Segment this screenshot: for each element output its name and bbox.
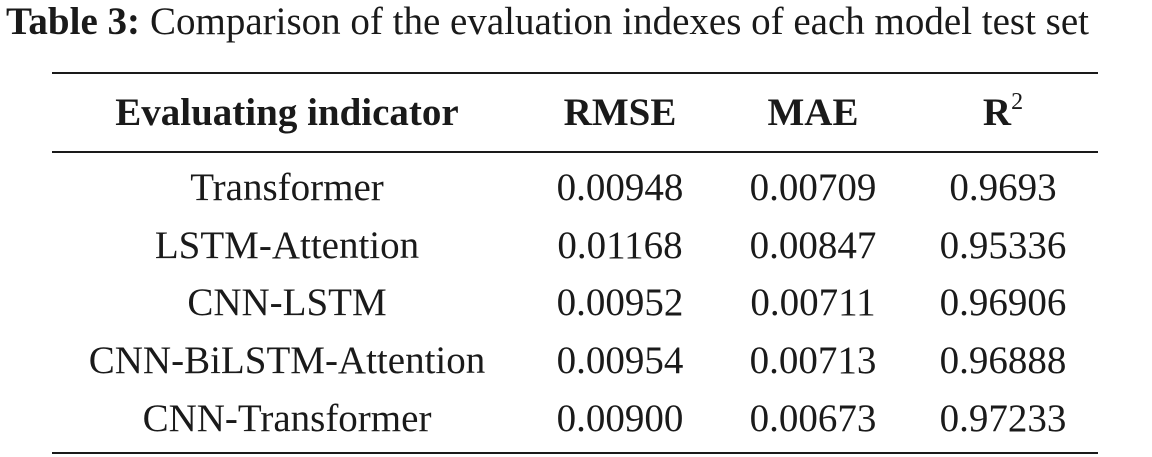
cell-rmse: 0.00952 bbox=[556, 281, 684, 325]
table-caption: Table 3: Comparison of the evaluation ind… bbox=[6, 0, 1152, 44]
cell-mae: 0.00847 bbox=[749, 223, 877, 267]
cell-model: CNN-LSTM bbox=[187, 281, 387, 325]
table-top-rule bbox=[52, 72, 1098, 74]
cell-rmse: 0.01168 bbox=[557, 223, 683, 267]
cell-rmse: 0.00900 bbox=[556, 396, 684, 440]
header-r2-base: R bbox=[982, 91, 1012, 134]
cell-r2: 0.97233 bbox=[939, 396, 1067, 440]
cell-rmse: 0.00954 bbox=[556, 339, 684, 383]
cell-model: Transformer bbox=[190, 166, 384, 210]
table-caption-text: Comparison of the evaluation indexes of … bbox=[150, 0, 1090, 43]
table-bottom-rule bbox=[52, 452, 1098, 454]
cell-mae: 0.00709 bbox=[749, 166, 877, 210]
cell-mae: 0.00673 bbox=[749, 396, 877, 440]
header-r2: R2 bbox=[908, 74, 1098, 151]
header-r2-superscript: 2 bbox=[1011, 89, 1024, 115]
cell-model: LSTM-Attention bbox=[154, 223, 420, 267]
cell-r2: 0.96888 bbox=[939, 339, 1067, 383]
cell-rmse: 0.00948 bbox=[556, 166, 684, 210]
table-header-rule bbox=[52, 151, 1098, 153]
cell-mae: 0.00711 bbox=[750, 281, 876, 325]
table-row: CNN-Transformer 0.00900 0.00673 0.97233 bbox=[52, 389, 1098, 447]
results-table: Evaluating indicator RMSE MAE R2 Transfo… bbox=[52, 74, 1098, 447]
cell-model: CNN-Transformer bbox=[142, 396, 432, 440]
table-row: CNN-BiLSTM-Attention 0.00954 0.00713 0.9… bbox=[52, 332, 1098, 390]
table-caption-label: Table 3: bbox=[6, 0, 141, 43]
header-rmse: RMSE bbox=[563, 91, 677, 134]
cell-r2: 0.95336 bbox=[939, 223, 1067, 267]
cell-r2: 0.96906 bbox=[939, 281, 1067, 325]
table-row: CNN-LSTM 0.00952 0.00711 0.96906 bbox=[52, 274, 1098, 332]
cell-mae: 0.00713 bbox=[749, 339, 877, 383]
table-row: LSTM-Attention 0.01168 0.00847 0.95336 bbox=[52, 217, 1098, 275]
header-evaluating-indicator: Evaluating indicator bbox=[115, 91, 459, 134]
cell-r2: 0.9693 bbox=[949, 166, 1057, 210]
cell-model: CNN-BiLSTM-Attention bbox=[88, 339, 486, 383]
table-row: Transformer 0.00948 0.00709 0.9693 bbox=[52, 151, 1098, 217]
header-mae: MAE bbox=[767, 91, 859, 134]
table-header-row: Evaluating indicator RMSE MAE R2 bbox=[52, 74, 1098, 151]
